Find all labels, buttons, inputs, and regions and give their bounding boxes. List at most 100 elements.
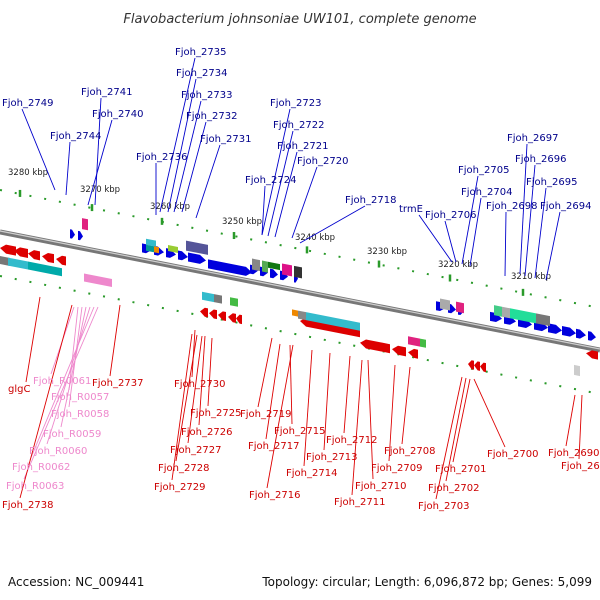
gene-label-top: Fjoh_2749 xyxy=(2,98,53,109)
gene-annotation-box xyxy=(8,257,28,270)
gene-label-bottom: Fjoh_R0060 xyxy=(29,446,87,457)
top-leader-line xyxy=(21,108,56,191)
gene-label-top: Fjoh_2695 xyxy=(526,177,577,188)
gene-label-bottom: Fjoh_2725 xyxy=(190,408,241,419)
bottom-leader-line xyxy=(401,366,411,445)
kbp-tick-label: 3250 kbp xyxy=(222,217,262,227)
top-leader-line xyxy=(534,187,547,279)
gene-label-bottom: Fjoh_2711 xyxy=(334,497,385,508)
gene-label-bottom: glgC xyxy=(8,384,30,395)
top-leader-line xyxy=(267,130,294,237)
gene-annotation-box xyxy=(408,336,420,347)
bottom-leader-line xyxy=(343,355,351,434)
reverse-gene-arrow xyxy=(300,317,360,338)
bottom-leader-line xyxy=(171,333,193,481)
reverse-gene-arrow xyxy=(0,244,16,256)
gene-annotation-box xyxy=(510,308,536,324)
top-leader-line xyxy=(173,100,202,213)
bottom-leader-line xyxy=(435,376,463,500)
bottom-leader-line xyxy=(29,306,95,461)
reverse-gene-arrow xyxy=(408,348,418,359)
gene-label-bottom: Fjoh_2717 xyxy=(248,441,299,452)
gene-label-top: Fjoh_2706 xyxy=(425,210,476,221)
gene-label-top: Fjoh_2705 xyxy=(458,165,509,176)
reverse-gene-arrow xyxy=(218,311,226,321)
genome-backbone xyxy=(0,229,600,353)
gene-annotation-box xyxy=(268,261,280,271)
gene-label-bottom: Fjoh_R0059 xyxy=(43,429,101,440)
gene-label-bottom: Fjoh_R0062 xyxy=(12,462,70,473)
topology-text: Topology: circular; Length: 6,096,872 bp… xyxy=(261,575,592,589)
gene-label-bottom: Fjoh_R0063 xyxy=(6,481,64,492)
gene-label-top: Fjoh_2741 xyxy=(81,87,132,98)
gene-annotation-box xyxy=(294,265,302,279)
gene-label-top: Fjoh_2734 xyxy=(176,68,227,79)
top-leader-line xyxy=(444,220,457,263)
bottom-leader-line xyxy=(207,337,213,407)
reverse-gene-arrow xyxy=(236,314,242,325)
top-leader-line xyxy=(159,57,196,213)
gene-label-top: Fjoh_2718 xyxy=(345,195,396,206)
bottom-leader-line xyxy=(68,306,79,391)
bottom-leader-line xyxy=(351,359,363,496)
gene-label-top: Fjoh_2722 xyxy=(273,120,324,131)
gene-label-top: Fjoh_2733 xyxy=(181,90,232,101)
top-leader-line xyxy=(469,197,482,267)
kbp-tick-label: 3270 kbp xyxy=(80,185,120,195)
gene-label-bottom: Fjoh_2703 xyxy=(418,501,469,512)
bottom-leader-line xyxy=(257,337,273,408)
gene-label-bottom: Fjoh_2712 xyxy=(326,435,377,446)
top-leader-line xyxy=(274,151,298,238)
gene-label-top: Fjoh_2697 xyxy=(507,133,558,144)
reverse-gene-arrow xyxy=(468,360,474,370)
gene-annotation-box xyxy=(440,298,450,311)
gene-label-bottom: Fjoh_2737 xyxy=(92,378,143,389)
gene-label-top: Fjoh_2740 xyxy=(92,109,143,120)
top-leader-line xyxy=(545,211,561,281)
gene-label-bottom: Fjoh_2730 xyxy=(174,379,225,390)
gene-label-bottom: Fjoh_2710 xyxy=(355,481,406,492)
forward-gene-arrow xyxy=(208,259,252,276)
bottom-leader-line xyxy=(265,343,281,440)
gene-label-bottom: Fjoh_2719 xyxy=(240,409,291,420)
gene-label-bottom: Fjoh_R0057 xyxy=(51,392,109,403)
gene-label-bottom: Fjoh_2729 xyxy=(154,482,205,493)
bottom-leader-line xyxy=(175,334,198,462)
forward-gene-arrow xyxy=(548,323,562,334)
reverse-gene-arrow xyxy=(360,339,390,354)
gene-label-top: Fjoh_2698 xyxy=(486,201,537,212)
top-leader-line xyxy=(299,205,366,244)
gene-annotation-box xyxy=(282,263,292,277)
bottom-leader-line xyxy=(323,352,331,451)
bottom-leader-line xyxy=(109,304,121,377)
kbp-tick-label: 3260 kbp xyxy=(150,202,190,212)
top-leader-line xyxy=(418,214,453,263)
kbp-tick-label: 3220 kbp xyxy=(438,260,478,270)
kbp-tick-label: 3230 kbp xyxy=(367,247,407,257)
gene-annotation-box xyxy=(574,364,580,377)
bottom-leader-line xyxy=(198,335,206,426)
top-leader-line xyxy=(291,166,318,239)
gene-annotation-box xyxy=(420,338,426,348)
gene-annotation-box xyxy=(230,297,238,307)
genome-backbone-highlight xyxy=(0,230,600,350)
gene-annotation-box xyxy=(0,256,10,266)
gene-label-bottom: Fjoh_2726 xyxy=(181,427,232,438)
forward-gene-arrow xyxy=(576,328,586,339)
gene-label-bottom: Fjoh_R0061 xyxy=(33,376,91,387)
gene-label-bottom: Fjoh_2708 xyxy=(384,446,435,457)
gene-annotation-box xyxy=(82,218,88,231)
forward-gene-arrow xyxy=(562,326,576,337)
gene-label-bottom: Fjoh_2715 xyxy=(274,426,325,437)
kbp-tick-label: 3240 kbp xyxy=(295,233,335,243)
top-leader-line xyxy=(87,119,113,206)
forward-gene-arrow xyxy=(588,331,596,341)
forward-gene-arrow xyxy=(78,230,83,241)
top-leader-line xyxy=(94,97,102,206)
gene-annotation-box xyxy=(252,258,260,272)
bottom-leader-line xyxy=(367,359,374,480)
gene-label-top: Fjoh_2724 xyxy=(245,175,296,186)
bottom-leader-line xyxy=(23,306,99,480)
top-leader-line xyxy=(519,143,528,275)
